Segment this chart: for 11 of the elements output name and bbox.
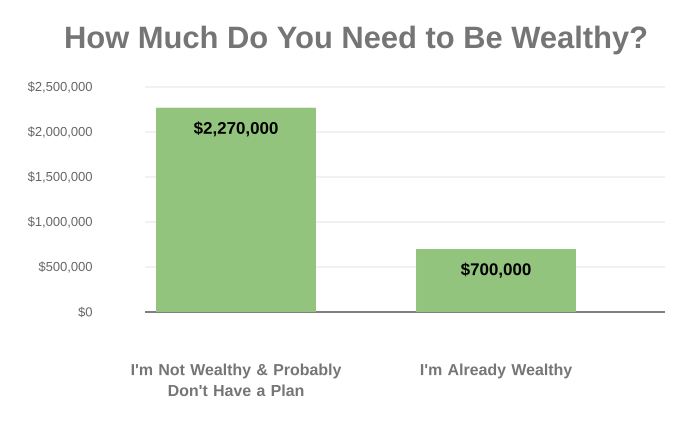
data-label: $700,000	[460, 262, 531, 278]
y-tick-label: $2,500,000	[28, 81, 92, 93]
x-tick-label: I'm Already Wealthy	[420, 364, 572, 378]
chart-title: How Much Do You Need to Be Wealthy?	[66, 26, 646, 54]
y-tick-label: $1,500,000	[28, 171, 92, 183]
data-label: $2,270,000	[194, 121, 278, 136]
y-tick-label: $1,000,000	[28, 216, 92, 228]
y-tick-label: $2,000,000	[28, 126, 92, 138]
y-tick-label: $500,000	[38, 261, 92, 273]
y-tick-label: $0	[78, 306, 92, 318]
x-tick-label: I'm Not Wealthy & Probably Don't Have a Plan	[132, 364, 342, 396]
